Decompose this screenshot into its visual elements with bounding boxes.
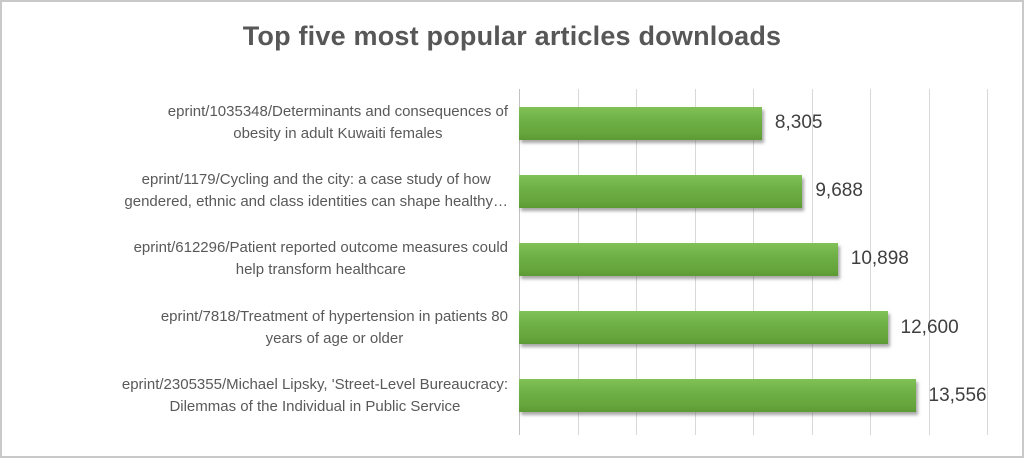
value-label: 10,898 — [850, 248, 909, 270]
category-label-cell: eprint/1035348/Determinants and conseque… — [2, 101, 519, 145]
bar-track: 9,688 — [519, 174, 987, 208]
category-label-line: Dilemmas of the Individual in Public Ser… — [169, 397, 461, 415]
category-label: eprint/1035348/Determinants and conseque… — [168, 101, 508, 145]
value-label: 13,556 — [928, 384, 987, 406]
bar-track: 12,600 — [519, 311, 987, 345]
category-label: eprint/7818/Treatment of hypertension in… — [161, 306, 508, 350]
category-label-line: years of age or older — [265, 329, 404, 347]
category-label: eprint/2305355/Michael Lipsky, 'Street-L… — [122, 374, 508, 418]
category-label-line: help transform healthcare — [235, 261, 406, 279]
category-label-line: eprint/612296/Patient reported outcome m… — [133, 239, 508, 257]
value-label: 9,688 — [815, 180, 863, 202]
category-label-line: eprint/1035348/Determinants and conseque… — [167, 103, 508, 121]
bar — [519, 379, 916, 413]
category-label-cell: eprint/612296/Patient reported outcome m… — [2, 237, 519, 281]
gridline — [870, 89, 871, 435]
gridline — [987, 89, 988, 435]
category-label-cell: eprint/7818/Treatment of hypertension in… — [2, 306, 519, 350]
category-label: eprint/1179/Cycling and the city: a case… — [124, 169, 508, 213]
chart-title: Top five most popular articles downloads — [242, 21, 782, 51]
value-label: 12,600 — [900, 316, 959, 338]
bar-track: 8,305 — [519, 106, 987, 140]
category-label-cell: eprint/2305355/Michael Lipsky, 'Street-L… — [2, 374, 519, 418]
value-label: 8,305 — [774, 112, 823, 134]
category-label-line: obesity in adult Kuwaiti females — [233, 125, 443, 143]
bar-row: eprint/1179/Cycling and the city: a case… — [2, 157, 1022, 225]
category-label-cell: eprint/1179/Cycling and the city: a case… — [2, 169, 519, 213]
gridline — [928, 89, 930, 435]
bar — [519, 242, 838, 276]
category-label-line: gendered, ethnic and class identities ca… — [124, 193, 508, 211]
bar-row: eprint/1035348/Determinants and conseque… — [2, 89, 1022, 157]
category-label: eprint/612296/Patient reported outcome m… — [134, 237, 508, 281]
category-label-line: eprint/1179/Cycling and the city: a case… — [141, 171, 491, 189]
category-label-line: eprint/7818/Treatment of hypertension in… — [160, 307, 508, 325]
bar — [519, 106, 762, 140]
bar-row: eprint/612296/Patient reported outcome m… — [2, 225, 1022, 293]
bar — [519, 174, 803, 208]
bar-row: eprint/7818/Treatment of hypertension in… — [2, 294, 1022, 362]
bar-track: 13,556 — [519, 379, 987, 413]
category-label-line: eprint/2305355/Michael Lipsky, 'Street-L… — [121, 375, 508, 393]
bar-track: 10,898 — [519, 242, 987, 276]
bar-rows: eprint/1035348/Determinants and conseque… — [2, 89, 1022, 430]
bar-row: eprint/2305355/Michael Lipsky, 'Street-L… — [2, 362, 1022, 430]
bar — [519, 311, 888, 345]
